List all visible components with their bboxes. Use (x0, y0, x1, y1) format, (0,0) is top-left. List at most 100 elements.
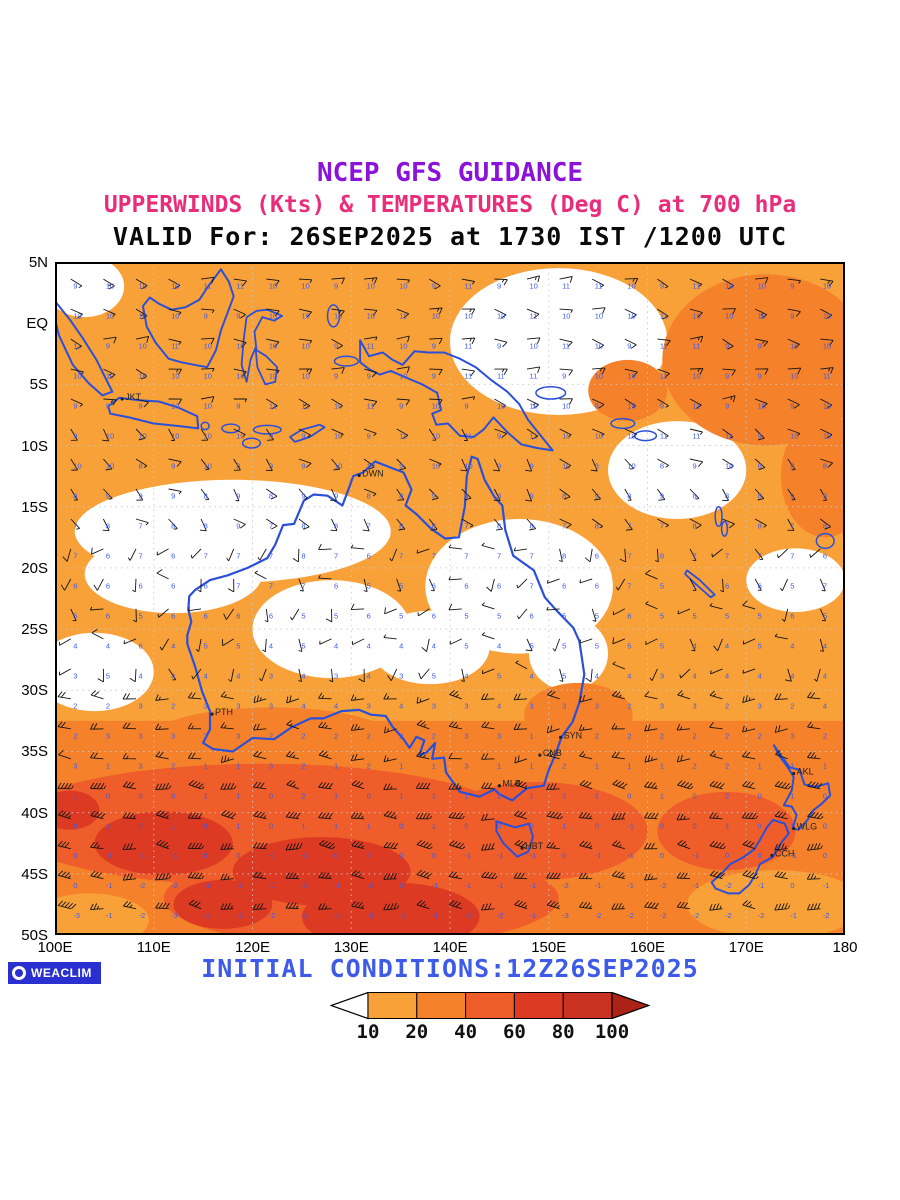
svg-text:9: 9 (106, 402, 110, 411)
svg-text:6: 6 (204, 581, 208, 590)
svg-text:9: 9 (399, 462, 403, 471)
svg-text:6: 6 (790, 611, 794, 620)
svg-text:-2: -2 (660, 911, 667, 920)
svg-text:4: 4 (530, 671, 534, 680)
svg-text:4: 4 (171, 641, 175, 650)
svg-text:4: 4 (790, 671, 794, 680)
colorbar-tick-label: 80 (551, 1021, 575, 1043)
svg-text:6: 6 (138, 641, 142, 650)
svg-text:4: 4 (367, 641, 371, 650)
svg-text:8: 8 (73, 491, 77, 500)
svg-text:10: 10 (334, 432, 342, 441)
svg-text:10: 10 (530, 342, 538, 351)
svg-text:0: 0 (269, 821, 273, 830)
svg-text:4: 4 (171, 671, 175, 680)
svg-text:9: 9 (497, 282, 501, 291)
svg-text:0: 0 (823, 851, 827, 860)
city-label: PTH (215, 707, 233, 717)
svg-text:1: 1 (236, 761, 240, 770)
svg-text:-1: -1 (106, 911, 113, 920)
svg-text:10: 10 (627, 462, 635, 471)
svg-text:10: 10 (269, 282, 277, 291)
svg-text:-1: -1 (399, 911, 406, 920)
city-label: CNB (543, 748, 562, 758)
svg-text:0: 0 (595, 821, 599, 830)
svg-text:9: 9 (464, 491, 468, 500)
svg-text:7: 7 (138, 551, 142, 560)
lon-tick-label: 150E (531, 939, 567, 956)
svg-text:10: 10 (432, 402, 440, 411)
svg-text:9: 9 (823, 491, 827, 500)
svg-text:6: 6 (106, 551, 110, 560)
svg-text:7: 7 (269, 581, 273, 590)
svg-text:9: 9 (73, 432, 77, 441)
svg-text:3: 3 (464, 761, 468, 770)
svg-text:2: 2 (725, 731, 729, 740)
lat-tick-label: 40S (21, 804, 48, 822)
svg-text:0: 0 (73, 881, 77, 890)
svg-text:-2: -2 (823, 911, 830, 920)
svg-text:0: 0 (73, 851, 77, 860)
svg-text:9: 9 (660, 282, 664, 291)
svg-text:6: 6 (562, 581, 566, 590)
svg-text:-1: -1 (790, 911, 797, 920)
svg-text:-2: -2 (138, 911, 145, 920)
svg-text:10: 10 (138, 372, 146, 381)
title-model: NCEP GFS GUIDANCE (316, 158, 584, 188)
svg-text:9: 9 (236, 521, 240, 530)
svg-text:3: 3 (432, 701, 436, 710)
svg-text:-2: -2 (171, 881, 178, 890)
svg-text:4: 4 (758, 671, 762, 680)
svg-text:10: 10 (171, 402, 179, 411)
svg-text:10: 10 (497, 402, 505, 411)
svg-text:8: 8 (236, 462, 240, 471)
svg-text:9: 9 (660, 491, 664, 500)
city-dot (792, 826, 796, 831)
svg-text:10: 10 (399, 372, 407, 381)
svg-text:8: 8 (758, 491, 762, 500)
svg-text:-1: -1 (301, 911, 308, 920)
svg-text:9: 9 (758, 372, 762, 381)
svg-text:5: 5 (660, 611, 664, 620)
svg-text:0: 0 (367, 851, 371, 860)
svg-text:8: 8 (758, 462, 762, 471)
svg-text:4: 4 (497, 701, 501, 710)
svg-text:6: 6 (236, 611, 240, 620)
svg-text:7: 7 (301, 581, 305, 590)
svg-text:0: 0 (823, 791, 827, 800)
svg-text:8: 8 (595, 521, 599, 530)
svg-text:9: 9 (171, 462, 175, 471)
svg-text:10: 10 (269, 372, 277, 381)
svg-text:11: 11 (562, 342, 570, 351)
graticule-layer (55, 262, 845, 935)
svg-text:8: 8 (758, 521, 762, 530)
svg-text:10: 10 (301, 342, 309, 351)
svg-text:9: 9 (432, 282, 436, 291)
svg-text:10: 10 (758, 282, 766, 291)
svg-text:7: 7 (530, 581, 534, 590)
svg-text:9: 9 (562, 372, 566, 381)
svg-text:10: 10 (106, 312, 114, 321)
lon-tick-label: 100E (37, 939, 73, 956)
svg-text:4: 4 (432, 641, 436, 650)
svg-text:-3: -3 (367, 911, 374, 920)
svg-text:10: 10 (73, 372, 81, 381)
svg-text:5: 5 (138, 611, 142, 620)
svg-text:10: 10 (301, 312, 309, 321)
svg-text:-2: -2 (692, 911, 699, 920)
svg-text:10: 10 (399, 342, 407, 351)
svg-text:9: 9 (334, 282, 338, 291)
svg-text:10: 10 (171, 372, 179, 381)
svg-text:7: 7 (627, 521, 631, 530)
svg-text:10: 10 (432, 462, 440, 471)
svg-text:9: 9 (432, 372, 436, 381)
svg-text:10: 10 (204, 462, 212, 471)
svg-text:-1: -1 (171, 851, 178, 860)
svg-text:6: 6 (73, 581, 77, 590)
svg-text:7: 7 (790, 551, 794, 560)
svg-text:8: 8 (823, 521, 827, 530)
svg-text:9: 9 (432, 491, 436, 500)
svg-text:10: 10 (758, 402, 766, 411)
svg-text:6: 6 (367, 551, 371, 560)
svg-text:4: 4 (725, 641, 729, 650)
